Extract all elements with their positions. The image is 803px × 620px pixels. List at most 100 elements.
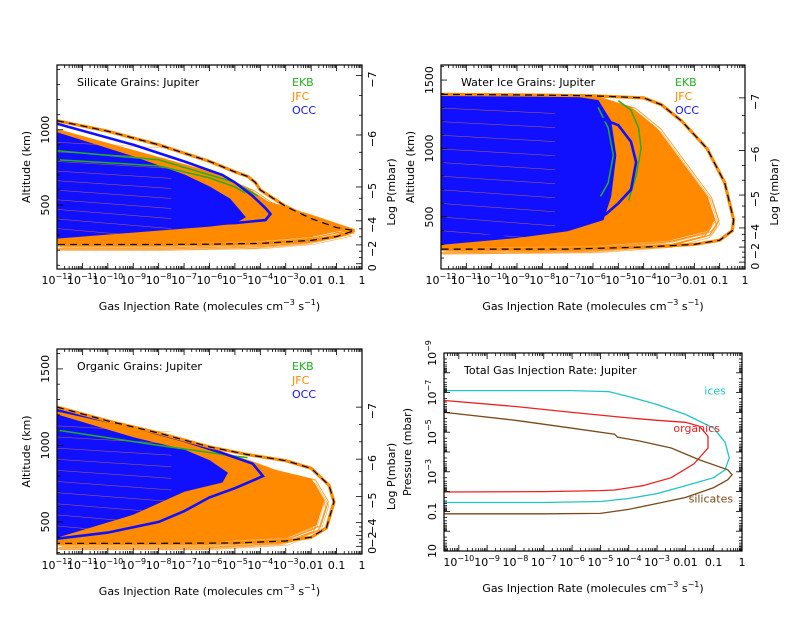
panel-title: Total Gas Injection Rate: Jupiter [463,364,637,377]
legend-ekb: EKB [292,76,314,89]
tick-label: −7 [749,94,762,110]
y-axis-label: Altitude (km) [20,131,33,203]
tick-label: 10−7 [171,557,197,572]
tick-label: 10−12 [42,557,73,572]
tick-label: 10−3 [273,272,299,287]
tick-label: 10−7 [171,272,197,287]
tick-label: 10−7 [424,380,439,406]
tick-label: −7 [366,403,379,419]
legend-occ: OCC [292,104,316,117]
tick-label: 0.1 [328,274,346,287]
tick-label: −4 [366,217,379,233]
tick-label: 1000 [39,431,52,459]
tick-label: 10−5 [424,419,439,445]
tick-label: 0.1 [328,559,346,572]
y2-axis-label: Log P(mbar) [385,158,398,225]
occ-region [57,414,228,538]
tick-label: 0 [366,547,379,554]
tick-label: 10−9 [424,340,439,366]
y2-axis-label: Log P(mbar) [768,158,781,225]
plot-area [444,389,733,515]
tick-label: −5 [366,183,379,199]
silicates-label: silicates [689,492,734,505]
plot-area [57,405,336,550]
total-envelope-dashed [57,406,335,544]
x-axis-label: Gas Injection Rate (molecules cm−3 s−1) [482,580,703,595]
panel-total: ices organics silicates Total Gas Injection… [401,340,746,595]
tick-label: −2 [366,532,379,548]
tick-label: 0 [366,264,379,271]
tick-label: 10−8 [146,272,172,287]
plot-area [57,119,356,251]
tick-label: 10−10 [92,272,123,287]
y2-axis-label: Log P(mbar) [385,443,398,510]
tick-label: 10−4 [247,557,273,572]
tick-label: 10−4 [247,272,273,287]
tick-label: 10−6 [559,554,585,569]
y-axis-label: Pressure (mbar) [401,408,414,496]
x-axis-label: Gas Injection Rate (molecules cm−3 s−1) [482,298,703,313]
tick-label: −6 [366,131,379,147]
tick-label: 10−4 [616,554,642,569]
tick-label: −6 [366,455,379,471]
tick-label: 10−11 [451,272,482,287]
ekb-curve [57,150,259,197]
tick-label: 500 [423,206,436,227]
y-axis-label: Altitude (km) [20,415,33,487]
tick-label: 10−10 [92,557,123,572]
total-envelope-dashed [441,93,735,250]
tick-label: 0.01 [682,274,707,287]
tick-label: 1 [359,559,366,572]
legend-jfc: JFC [291,374,310,387]
panel-title: Organic Grains: Jupiter [77,360,202,373]
tick-label: 10−3 [273,557,299,572]
tick-label: 1500 [423,66,436,94]
tick-label: 10−9 [474,554,500,569]
tick-label: 500 [39,195,52,216]
legend-occ: OCC [292,388,316,401]
x-axis-label: Gas Injection Rate (molecules cm−3 s−1) [99,298,320,313]
tick-label: 10−11 [67,557,98,572]
y-axis-label: Altitude (km) [404,131,417,203]
tick-label: 10−7 [555,272,581,287]
tick-label: 10−12 [426,272,457,287]
tick-label: 10−10 [476,272,507,287]
silicates-curve [444,411,733,515]
panel-title: Water Ice Grains: Jupiter [461,76,596,89]
ekb-curve [57,429,248,459]
ekb-curve [57,159,246,194]
ices-curve [444,389,730,504]
tick-label: 0.1 [705,556,723,569]
tick-label: 10−8 [529,272,555,287]
tick-label: 10−3 [424,459,439,485]
organics-label: organics [673,422,720,435]
tick-label: 10−4 [631,272,657,287]
ices-label: ices [704,385,726,398]
tick-label: 10−5 [222,557,248,572]
panel-title: Silicate Grains: Jupiter [77,76,200,89]
occ-region [57,132,246,239]
tick-label: 10−5 [605,272,631,287]
legend-occ: OCC [675,104,699,117]
tick-label: 0.01 [299,274,324,287]
occ-max-curve [441,117,638,242]
tick-label: 10−3 [656,272,682,287]
tick-label: −7 [366,71,379,87]
tick-label: 0.1 [426,503,439,521]
tick-label: −4 [749,224,762,240]
tick-label: 10−8 [503,554,529,569]
tick-label: 1000 [423,135,436,163]
tick-label: 10−7 [531,554,557,569]
tick-label: 0.01 [673,556,698,569]
tick-label: 0.1 [711,274,729,287]
tick-label: 1 [359,274,366,287]
tick-label: 10−6 [197,557,223,572]
tick-label: 1000 [39,116,52,144]
tick-label: −5 [366,493,379,509]
ekb-curve [617,100,642,201]
tick-label: 10−10 [443,554,474,569]
